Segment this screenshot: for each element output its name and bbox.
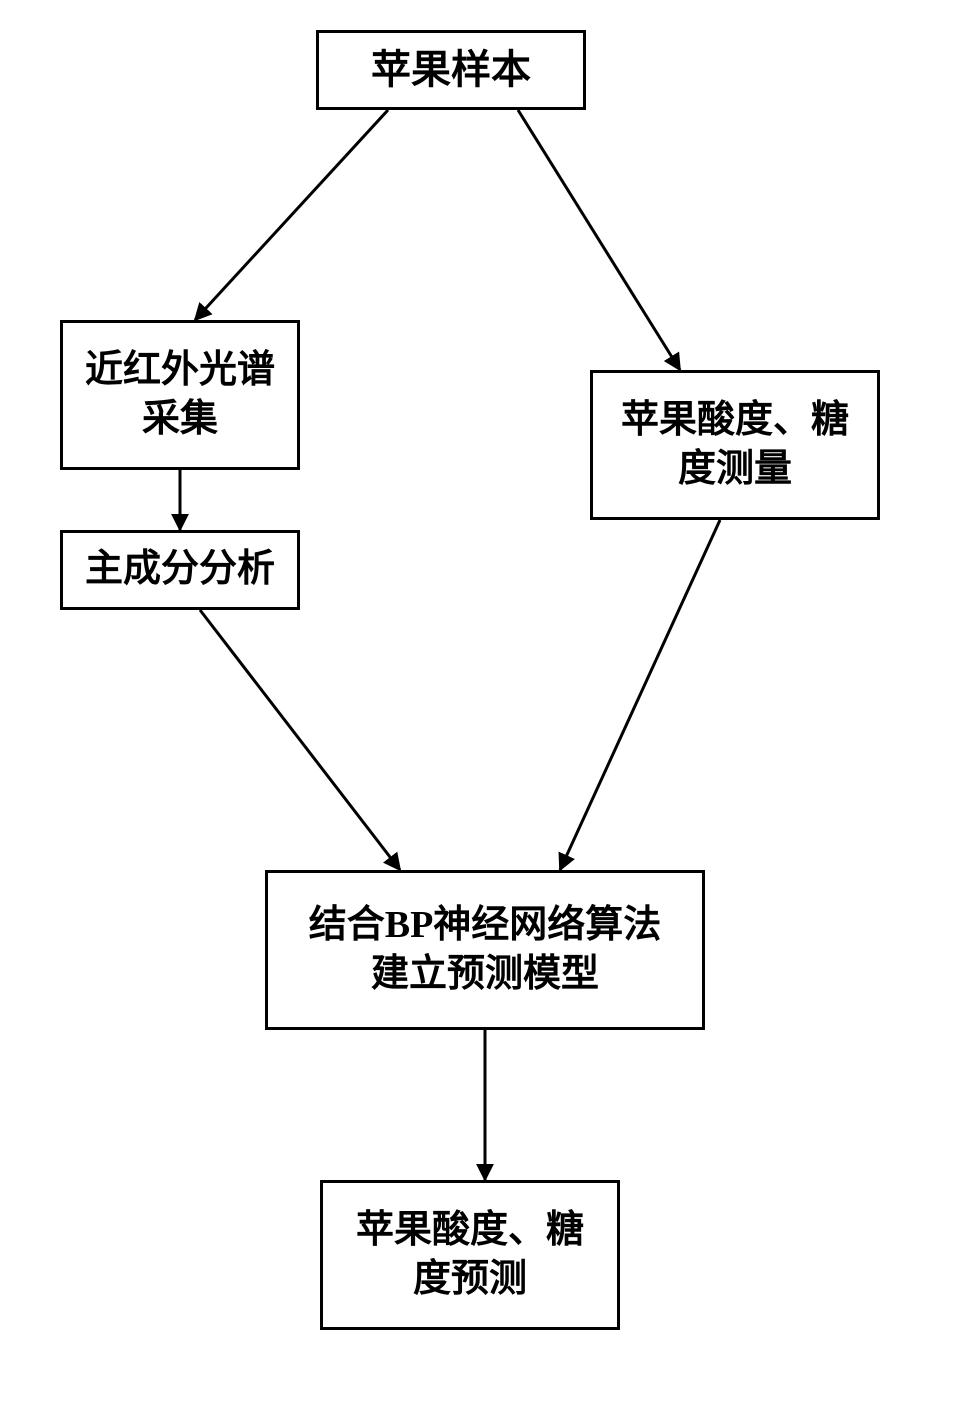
flowchart-canvas: 苹果样本 近红外光谱采集 苹果酸度、糖度测量 主成分分析 结合BP神经网络算法建… — [0, 0, 964, 1417]
node-apple-sample: 苹果样本 — [316, 30, 586, 110]
node-acidity-sugar-measure: 苹果酸度、糖度测量 — [590, 370, 880, 520]
node-label: 苹果酸度、糖度预测 — [356, 1206, 584, 1305]
node-label: 苹果酸度、糖度测量 — [621, 396, 849, 495]
node-pca: 主成分分析 — [60, 530, 300, 610]
node-label: 苹果样本 — [371, 44, 531, 96]
node-nir-spectra-collection: 近红外光谱采集 — [60, 320, 300, 470]
node-bp-nn-model: 结合BP神经网络算法建立预测模型 — [265, 870, 705, 1030]
node-label: 近红外光谱采集 — [85, 346, 275, 445]
node-label: 主成分分析 — [85, 545, 275, 594]
node-prediction: 苹果酸度、糖度预测 — [320, 1180, 620, 1330]
node-label: 结合BP神经网络算法建立预测模型 — [309, 901, 662, 1000]
